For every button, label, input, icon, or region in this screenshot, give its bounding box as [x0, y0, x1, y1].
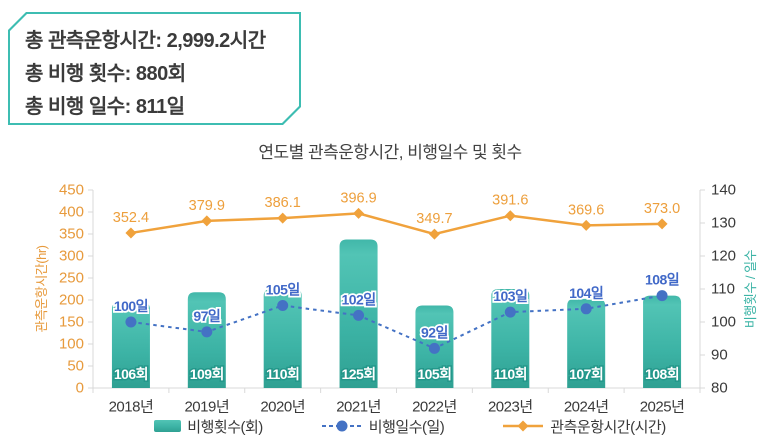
flight-hours-point — [504, 210, 516, 222]
flight-days-label: 105일 — [266, 282, 300, 298]
flight-days-point — [277, 300, 289, 311]
legend-label: 비행일수(일) — [368, 418, 445, 436]
flight-days-label: 100일 — [114, 298, 148, 314]
bar-2023년 — [491, 289, 530, 388]
bar-2025년 — [643, 295, 682, 388]
right-axis-tick-label: 80 — [711, 380, 728, 397]
flight-days-point — [428, 342, 440, 354]
flight-hours-label: 373.0 — [644, 201, 680, 217]
right-axis-title: 비행횟수 / 일수 — [743, 249, 758, 328]
flight-hours-label: 369.6 — [568, 202, 604, 218]
legend-label: 비행횟수(회) — [187, 418, 263, 436]
left-axis-tick-label: 100 — [59, 336, 84, 353]
x-axis-category-label: 2021년 — [336, 399, 381, 415]
chart-title: 연도별 관측운항시간, 비행일수 및 횟수 — [258, 143, 522, 162]
flight-days-label: 108일 — [645, 272, 679, 288]
bar-value-label: 109회 — [190, 366, 224, 382]
bar-series-swatch-icon — [154, 420, 182, 432]
x-axis-category-label: 2018년 — [109, 399, 154, 415]
left-axis-tick-label: 400 — [59, 204, 84, 221]
summary-callout-inner: 총 관측운항시간: 2,999.2시간 총 비행 횟수: 880회 총 비행 일… — [10, 14, 299, 123]
legend-item-flight-days: 비행일수(일) — [321, 416, 445, 437]
x-axis-category-label: 2024년 — [564, 399, 609, 415]
left-axis-tick-label: 300 — [59, 248, 84, 265]
right-axis-tick-label: 140 — [711, 182, 736, 199]
flight-hours-point — [353, 207, 365, 219]
flight-hours-label: 396.9 — [340, 190, 376, 206]
bar-value-label: 110회 — [266, 366, 299, 382]
legend-label: 관측운항시간(시간) — [550, 418, 666, 436]
left-axis-tick-label: 250 — [59, 270, 84, 287]
left-axis-tick-label: 450 — [59, 182, 84, 199]
x-axis-category-label: 2020년 — [260, 399, 305, 415]
total-flight-hours: 총 관측운항시간: 2,999.2시간 — [25, 30, 266, 52]
x-axis-category-label: 2023년 — [488, 399, 533, 415]
flight-days-label: 103일 — [493, 288, 527, 304]
bar-value-label: 107회 — [569, 366, 603, 382]
right-axis-tick-label: 130 — [711, 215, 736, 232]
summary-callout-box: 총 관측운항시간: 2,999.2시간 총 비행 횟수: 880회 총 비행 일… — [8, 12, 301, 125]
bar-2019년 — [187, 292, 226, 388]
bar-2024년 — [567, 298, 606, 388]
flight-days-point — [656, 290, 668, 302]
left-axis-tick-label: 150 — [59, 314, 84, 331]
flight-days-point — [353, 309, 365, 321]
flight-hours-label: 386.1 — [265, 195, 301, 211]
right-axis-tick-label: 110 — [711, 281, 735, 298]
flight-days-point — [201, 326, 213, 338]
flight-hours-point — [201, 215, 213, 227]
flight-hours-point — [580, 219, 592, 231]
flight-hours-point — [428, 228, 440, 240]
right-axis-tick-label: 90 — [711, 347, 728, 364]
flight-days-point — [580, 303, 592, 315]
flight-days-label: 92일 — [421, 324, 448, 340]
total-flight-days: 총 비행 일수: 811일 — [25, 96, 185, 118]
bar-2020년 — [263, 289, 302, 388]
x-axis-category-label: 2022년 — [412, 399, 457, 415]
flight-days-label: 104일 — [569, 285, 603, 301]
right-axis-tick-label: 120 — [711, 248, 736, 265]
bar-value-label: 106회 — [114, 366, 148, 382]
flight-hours-point — [277, 212, 289, 224]
total-flight-count: 총 비행 횟수: 880회 — [25, 63, 186, 85]
combo-chart: 0 50 100 150 200 250 300 350 400 450 80 90 100 110 120… — [34, 182, 758, 416]
left-axis-tick-label: 350 — [59, 226, 84, 243]
left-axis-tick-label: 200 — [59, 292, 84, 309]
chart-legend: 비행횟수(회) 비행일수(일) 관측운항시간(시간) — [0, 414, 780, 438]
flight-hours-point — [656, 218, 668, 230]
flight-hours-label: 352.4 — [113, 210, 149, 226]
bar-value-label: 125회 — [341, 366, 375, 382]
left-axis-tick-label: 50 — [67, 358, 84, 375]
flight-days-label: 97일 — [193, 308, 220, 324]
bar-value-label: 110회 — [494, 366, 527, 382]
chart-area: 0 50 100 150 200 250 300 350 400 450 80 90 100 110 120… — [0, 170, 780, 416]
bar-value-label: 105회 — [417, 366, 451, 382]
flight-days-point — [504, 306, 516, 318]
flight-hours-label: 391.6 — [492, 193, 528, 209]
x-axis-category-label: 2025년 — [640, 399, 685, 415]
left-axis-tick-label: 0 — [76, 380, 84, 397]
flight-hours-line — [130, 212, 663, 236]
right-axis-tick-label: 100 — [711, 314, 736, 331]
flight-hours-point — [125, 227, 137, 239]
x-axis-category-label: 2019년 — [184, 399, 229, 415]
bar-value-label: 108회 — [645, 366, 679, 382]
solid-line-diamond-icon — [503, 420, 544, 432]
legend-item-flight-hours: 관측운항시간(시간) — [502, 416, 666, 437]
flight-hours-label: 379.9 — [189, 198, 225, 214]
legend-item-flight-count: 비행횟수(회) — [154, 416, 263, 437]
flight-hours-label: 349.7 — [416, 211, 452, 227]
left-axis-title: 관측운항시간(hr) — [34, 245, 49, 332]
flight-days-label: 102일 — [341, 291, 375, 307]
dashed-line-dot-icon — [321, 420, 362, 432]
flight-days-point — [125, 316, 137, 328]
